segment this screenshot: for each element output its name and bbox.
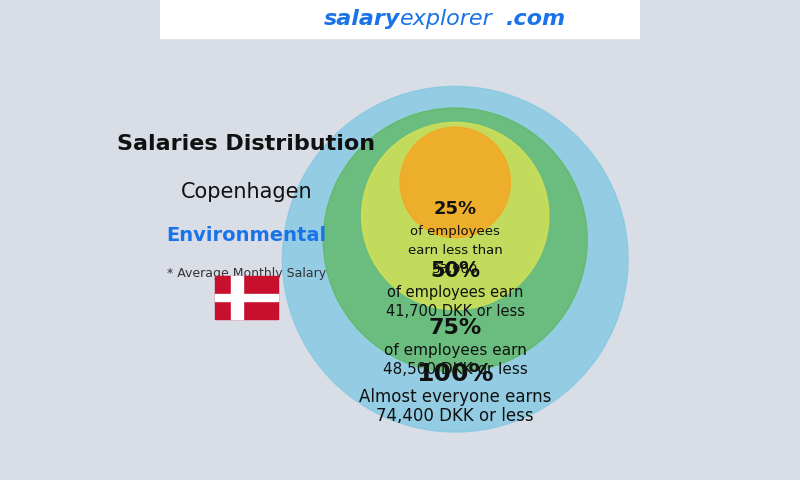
Text: Environmental: Environmental [166, 226, 326, 245]
Text: Copenhagen: Copenhagen [181, 182, 312, 202]
Text: 75%: 75% [429, 318, 482, 338]
Text: 25%: 25% [434, 201, 477, 218]
Bar [215, 276, 278, 319]
Text: Almost everyone earns: Almost everyone earns [359, 388, 551, 406]
Text: 41,700 DKK or less: 41,700 DKK or less [386, 304, 525, 319]
Bar [231, 276, 242, 319]
Text: 48,500 DKK or less: 48,500 DKK or less [382, 362, 528, 377]
Text: 50%: 50% [430, 261, 480, 281]
Circle shape [362, 122, 549, 310]
Text: of employees: of employees [410, 225, 500, 238]
Text: 33,900: 33,900 [432, 263, 478, 276]
Circle shape [323, 108, 587, 372]
Text: 100%: 100% [417, 362, 494, 386]
Text: * Average Monthly Salary: * Average Monthly Salary [167, 267, 326, 280]
Text: Salaries Distribution: Salaries Distribution [118, 134, 375, 154]
Text: explorer: explorer [400, 9, 493, 29]
Text: 74,400 DKK or less: 74,400 DKK or less [376, 407, 534, 425]
Bar [215, 294, 278, 301]
Text: of employees earn: of employees earn [387, 285, 523, 300]
Bar [160, 0, 640, 38]
Text: earn less than: earn less than [408, 244, 502, 257]
Circle shape [282, 86, 628, 432]
Text: salary: salary [324, 9, 400, 29]
Circle shape [400, 127, 510, 238]
Text: .com: .com [506, 9, 566, 29]
Text: of employees earn: of employees earn [384, 343, 526, 358]
